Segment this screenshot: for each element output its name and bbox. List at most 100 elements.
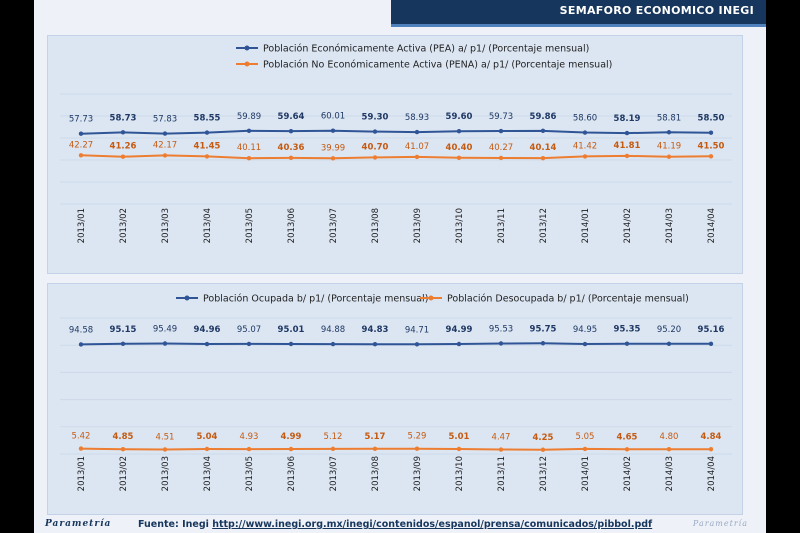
data-label: 95.20 — [657, 325, 681, 335]
data-label: 5.01 — [449, 432, 470, 442]
footer-right-logo: Parametría — [692, 519, 748, 528]
data-label: 5.17 — [365, 432, 386, 442]
data-label: 4.51 — [156, 432, 175, 442]
data-point — [582, 130, 588, 135]
x-tick-label: 2013/09 — [413, 456, 423, 491]
footer-source-link[interactable]: http://www.inegi.org.mx/inegi/contenidos… — [212, 519, 653, 530]
data-label: 41.07 — [405, 142, 429, 152]
data-point — [204, 341, 210, 347]
data-label: 59.30 — [362, 113, 389, 123]
data-point — [414, 129, 420, 135]
data-point — [372, 446, 378, 452]
data-point — [708, 154, 714, 159]
data-label: 4.25 — [533, 433, 554, 443]
chart-panel-ocupada: Población Ocupada b/ p1/ (Porcentaje men… — [47, 283, 743, 515]
data-label: 4.65 — [617, 432, 638, 442]
data-point — [162, 447, 168, 452]
data-point — [78, 131, 84, 136]
data-label: 59.64 — [278, 112, 305, 122]
x-tick-label: 2013/10 — [455, 208, 465, 243]
data-point — [162, 153, 168, 158]
data-point — [78, 342, 84, 347]
data-label: 95.49 — [153, 325, 177, 335]
data-label: 41.45 — [194, 141, 221, 151]
data-point — [540, 128, 546, 134]
data-point — [372, 341, 378, 347]
x-tick-label: 2013/09 — [413, 208, 423, 243]
data-point — [540, 447, 546, 452]
data-point — [162, 341, 168, 346]
legend-entry-pea-1: Población No Económicamente Activa (PENA… — [236, 60, 612, 71]
data-label: 5.12 — [324, 432, 343, 442]
data-point — [204, 446, 210, 452]
data-label: 40.36 — [278, 143, 305, 153]
data-point — [372, 155, 378, 160]
x-tick-label: 2013/04 — [203, 208, 213, 243]
data-label: 4.80 — [660, 432, 679, 442]
footer-source: Fuente: Inegi http://www.inegi.org.mx/in… — [138, 519, 652, 530]
data-point — [246, 128, 252, 134]
legend-entry-pea-0: Población Económicamente Activa (PEA) a/… — [236, 44, 589, 55]
data-point — [498, 128, 504, 134]
data-label: 5.42 — [72, 432, 91, 442]
data-label: 95.75 — [530, 324, 557, 334]
data-label: 95.15 — [110, 325, 137, 335]
chart-ocupada-desocupada: Población Ocupada b/ p1/ (Porcentaje men… — [60, 294, 732, 491]
data-point — [120, 154, 126, 159]
data-label: 40.70 — [362, 142, 389, 152]
data-point — [666, 154, 672, 159]
data-point — [120, 130, 126, 135]
legend-label: Población Económicamente Activa (PEA) a/… — [263, 44, 589, 55]
data-label: 94.96 — [194, 325, 221, 335]
data-point — [708, 130, 714, 135]
data-point — [624, 153, 630, 159]
data-point — [288, 446, 294, 452]
data-point — [666, 130, 672, 135]
data-label: 39.99 — [321, 143, 345, 153]
x-tick-label: 2014/04 — [707, 456, 717, 491]
data-point — [666, 341, 672, 346]
data-point — [330, 446, 336, 452]
data-point — [204, 130, 210, 135]
x-tick-label: 2013/11 — [497, 208, 507, 243]
data-point — [498, 447, 504, 452]
data-point — [582, 154, 588, 159]
x-tick-label: 2013/08 — [371, 208, 381, 243]
legend-label: Población No Económicamente Activa (PENA… — [263, 60, 612, 71]
data-point — [246, 446, 252, 452]
x-tick-label: 2013/02 — [119, 208, 129, 243]
data-label: 95.01 — [278, 325, 305, 335]
data-label: 58.60 — [573, 114, 597, 124]
data-point — [498, 341, 504, 346]
series-line-ocupada-1 — [80, 447, 711, 451]
data-label: 59.89 — [237, 112, 261, 122]
data-point — [666, 447, 672, 452]
data-label: 58.93 — [405, 113, 429, 123]
data-label: 59.60 — [446, 112, 473, 122]
data-label: 41.81 — [614, 141, 641, 151]
data-point — [330, 341, 336, 347]
x-tick-label: 2013/03 — [161, 456, 171, 491]
data-point — [414, 446, 420, 451]
data-label: 41.26 — [110, 142, 137, 152]
header-title: SEMAFORO ECONOMICO INEGI — [559, 4, 754, 17]
data-point — [498, 155, 504, 161]
data-label: 94.99 — [446, 325, 473, 335]
data-label: 41.19 — [657, 142, 681, 152]
legend-label: Población Desocupada b/ p1/ (Porcentaje … — [447, 294, 689, 305]
data-label: 40.14 — [530, 143, 557, 153]
header-bar: SEMAFORO ECONOMICO INEGI — [391, 0, 766, 27]
x-tick-label: 2013/02 — [119, 456, 129, 491]
data-point — [582, 446, 588, 452]
data-point — [624, 341, 630, 346]
data-label: 5.04 — [197, 432, 218, 442]
x-tick-label: 2014/01 — [581, 208, 591, 243]
data-point — [624, 130, 630, 136]
data-point — [246, 155, 252, 161]
legend-swatch-marker — [244, 61, 250, 67]
data-point — [162, 131, 168, 136]
data-label: 58.81 — [657, 113, 681, 123]
data-point — [456, 129, 462, 134]
x-tick-label: 2013/12 — [539, 208, 549, 243]
data-point — [330, 128, 336, 133]
